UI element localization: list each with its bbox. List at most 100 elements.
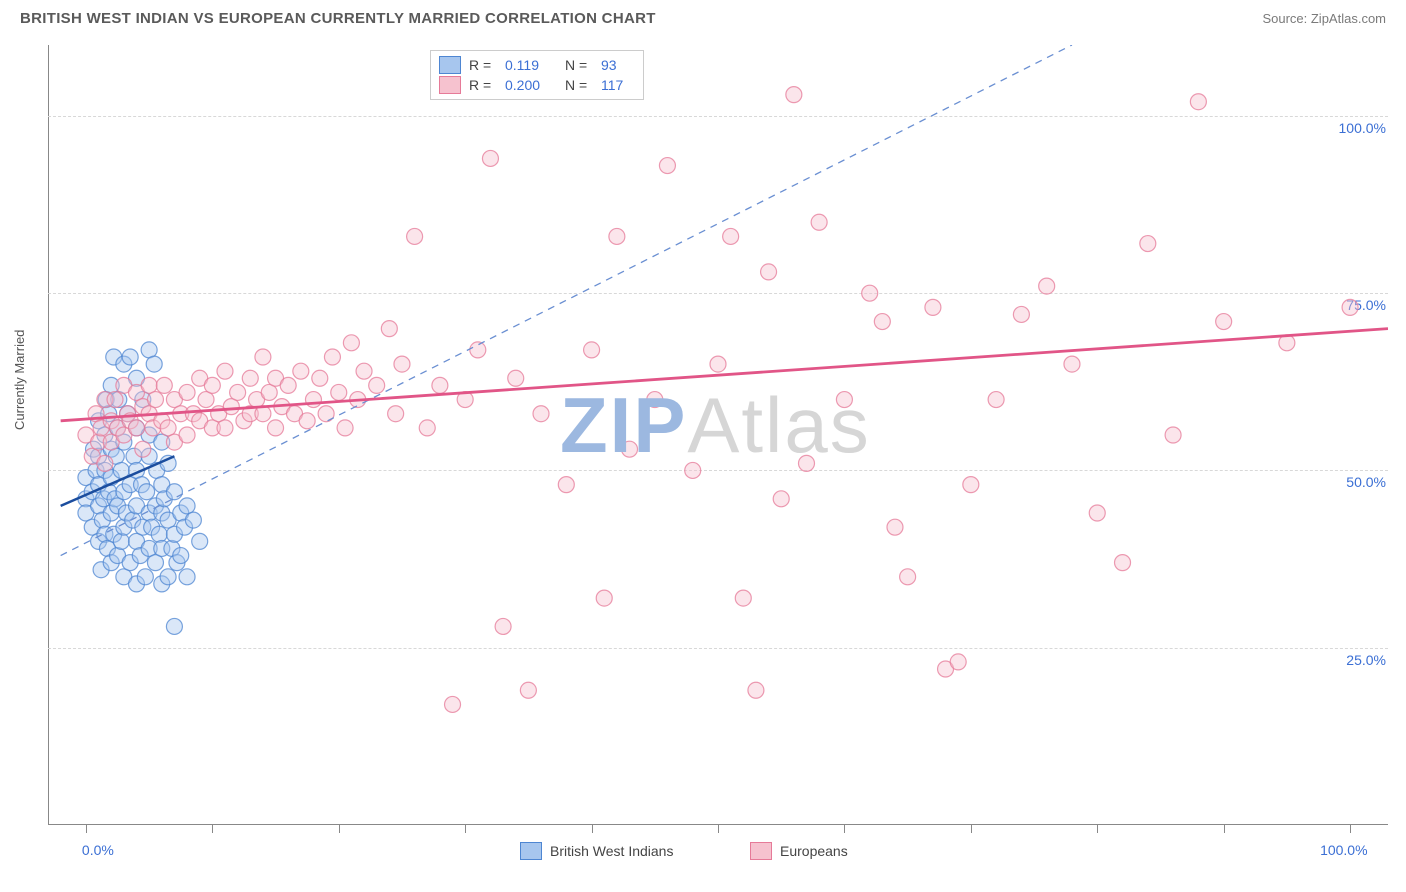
scatter-point-eur [748, 682, 764, 698]
legend-row-eur: R = 0.200 N = 117 [439, 75, 635, 95]
scatter-point-bwi [139, 484, 155, 500]
scatter-point-eur [836, 392, 852, 408]
scatter-point-eur [811, 214, 827, 230]
title-bar: BRITISH WEST INDIAN VS EUROPEAN CURRENTL… [0, 0, 1406, 33]
scatter-point-bwi [185, 512, 201, 528]
scatter-point-bwi [146, 356, 162, 372]
legend-bottom-eur: Europeans [750, 842, 848, 860]
scatter-point-bwi [166, 618, 182, 634]
scatter-point-eur [432, 377, 448, 393]
scatter-point-eur [1216, 314, 1232, 330]
legend-swatch-eur [439, 76, 461, 94]
scatter-point-eur [622, 441, 638, 457]
scatter-point-eur [179, 384, 195, 400]
trend-solid-eur [61, 329, 1388, 421]
x-tick [718, 825, 719, 833]
scatter-point-eur [988, 392, 1004, 408]
scatter-point-eur [900, 569, 916, 585]
legend-swatch-bwi [520, 842, 542, 860]
scatter-point-bwi [166, 484, 182, 500]
n-value: 117 [601, 77, 635, 93]
chart-title: BRITISH WEST INDIAN VS EUROPEAN CURRENTL… [20, 10, 656, 27]
scatter-point-eur [963, 477, 979, 493]
scatter-point-bwi [113, 533, 129, 549]
scatter-point-eur [1089, 505, 1105, 521]
scatter-point-bwi [122, 349, 138, 365]
scatter-point-eur [786, 87, 802, 103]
scatter-point-bwi [137, 569, 153, 585]
scatter-point-eur [874, 314, 890, 330]
scatter-point-eur [723, 228, 739, 244]
scatter-point-eur [388, 406, 404, 422]
scatter-point-eur [508, 370, 524, 386]
scatter-point-eur [255, 349, 271, 365]
scatter-point-eur [1115, 555, 1131, 571]
scatter-point-eur [407, 228, 423, 244]
scatter-point-eur [293, 363, 309, 379]
n-label: N = [565, 77, 593, 93]
r-value: 0.200 [505, 77, 557, 93]
legend-label: British West Indians [550, 843, 673, 859]
legend-label: Europeans [780, 843, 848, 859]
scatter-plot [48, 45, 1388, 825]
scatter-point-eur [261, 384, 277, 400]
scatter-point-eur [609, 228, 625, 244]
scatter-point-bwi [147, 555, 163, 571]
scatter-point-bwi [192, 533, 208, 549]
source-label: Source: ZipAtlas.com [1262, 11, 1386, 26]
x-tick [86, 825, 87, 833]
x-tick [1350, 825, 1351, 833]
scatter-point-eur [97, 455, 113, 471]
scatter-point-eur [887, 519, 903, 535]
x-tick [971, 825, 972, 833]
scatter-point-eur [1039, 278, 1055, 294]
scatter-point-eur [141, 377, 157, 393]
scatter-point-eur [343, 335, 359, 351]
scatter-point-eur [419, 420, 435, 436]
scatter-point-eur [495, 618, 511, 634]
scatter-point-bwi [179, 569, 195, 585]
x-tick-label: 100.0% [1320, 842, 1367, 858]
scatter-point-bwi [173, 548, 189, 564]
scatter-point-eur [558, 477, 574, 493]
scatter-point-bwi [151, 526, 167, 542]
legend-bottom-bwi: British West Indians [520, 842, 673, 860]
scatter-point-eur [179, 427, 195, 443]
scatter-point-eur [324, 349, 340, 365]
r-label: R = [469, 77, 497, 93]
scatter-point-eur [204, 377, 220, 393]
scatter-point-eur [369, 377, 385, 393]
scatter-point-eur [394, 356, 410, 372]
legend-swatch-bwi [439, 56, 461, 74]
scatter-point-eur [659, 158, 675, 174]
scatter-point-eur [761, 264, 777, 280]
scatter-point-eur [242, 370, 258, 386]
scatter-point-eur [1342, 299, 1358, 315]
scatter-point-eur [470, 342, 486, 358]
scatter-point-eur [685, 462, 701, 478]
scatter-point-eur [305, 392, 321, 408]
scatter-point-eur [312, 370, 328, 386]
legend-row-bwi: R =0.119N =93 [439, 55, 635, 75]
x-tick [339, 825, 340, 833]
scatter-point-eur [773, 491, 789, 507]
scatter-point-eur [647, 392, 663, 408]
x-tick [592, 825, 593, 833]
scatter-point-eur [128, 420, 144, 436]
scatter-point-bwi [160, 569, 176, 585]
scatter-point-eur [107, 392, 123, 408]
correlation-legend: R =0.119N =93R =0.200N =117 [430, 50, 644, 100]
x-tick-label: 0.0% [82, 842, 114, 858]
scatter-point-eur [520, 682, 536, 698]
scatter-point-eur [156, 377, 172, 393]
x-tick [1224, 825, 1225, 833]
y-axis-label: Currently Married [12, 330, 27, 430]
legend-swatch-eur [750, 842, 772, 860]
x-tick [1097, 825, 1098, 833]
scatter-point-eur [268, 420, 284, 436]
n-value: 93 [601, 57, 635, 73]
scatter-point-eur [337, 420, 353, 436]
scatter-point-eur [280, 377, 296, 393]
scatter-point-eur [223, 399, 239, 415]
r-label: R = [469, 57, 497, 73]
